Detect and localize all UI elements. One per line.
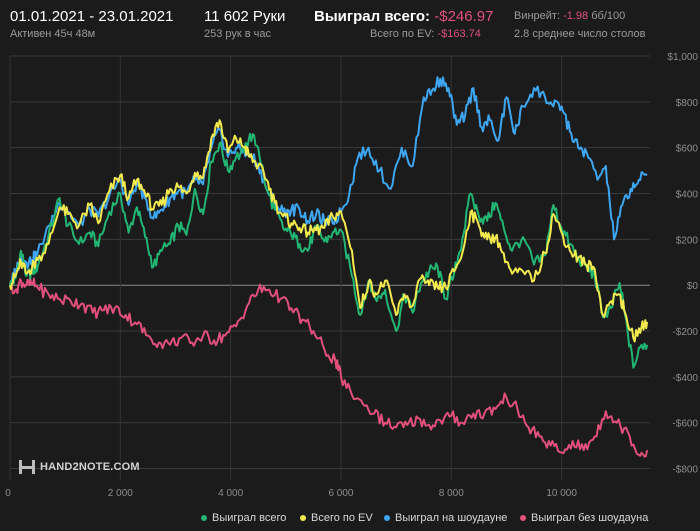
series-line-ev [9, 119, 649, 343]
winrate-value: -1.98 [563, 10, 589, 22]
legend-label: Всего по EV [311, 512, 373, 524]
y-tick-label: $0 [687, 281, 699, 292]
y-tick-label: -$800 [672, 465, 698, 476]
won-total-value: -$246.97 [434, 8, 494, 25]
x-tick-label: 0 [5, 488, 11, 499]
ev-total-label: Всего по EV: [370, 28, 435, 40]
y-tick-label: -$200 [672, 327, 698, 338]
winrate: Винрейт: -1.98 бб/100 [514, 10, 625, 22]
y-tick-label: $400 [676, 190, 699, 201]
legend-dot [520, 515, 526, 521]
x-tick-label: 6 000 [328, 488, 353, 499]
legend-item-ev[interactable]: Всего по EV [300, 512, 373, 524]
legend-item-showdown[interactable]: Выиграл на шоудауне [384, 512, 507, 524]
series-line-showdown [9, 76, 648, 286]
series-line-won [9, 132, 649, 369]
legend-dot [384, 515, 390, 521]
winrate-unit: бб/100 [591, 10, 626, 22]
y-tick-label: $200 [676, 235, 699, 246]
series-line-non-showdown [9, 276, 649, 458]
legend-item-non-showdown[interactable]: Выиграл без шоудауна [520, 512, 648, 524]
ev-total: Всего по EV: -$163.74 [370, 28, 481, 40]
y-tick-label: $600 [676, 144, 699, 155]
x-tick-label: 4 000 [218, 488, 243, 499]
avg-tables: 2.8 среднее число столов [514, 28, 646, 40]
x-tick-label: 8 000 [439, 488, 464, 499]
x-tick-label: 10 000 [546, 488, 577, 499]
legend-label: Выиграл всего [212, 512, 287, 524]
legend-label: Выиграл без шоудауна [531, 512, 649, 524]
hands-per-hour: 253 рук в час [204, 28, 272, 40]
legend-item-won[interactable]: Выиграл всего [201, 512, 286, 524]
hands-count: 11 602 Руки [204, 8, 286, 25]
won-total-label: Выиграл всего: [314, 8, 431, 25]
active-time: Активен 45ч 48м [10, 28, 96, 40]
y-tick-label: -$600 [672, 419, 698, 430]
y-tick-label: -$400 [672, 373, 698, 384]
y-tick-label: $800 [676, 98, 699, 109]
logo-text: HAND2NOTE.COM [40, 461, 140, 473]
won-total: Выиграл всего: -$246.97 [314, 8, 493, 25]
ev-total-value: -$163.74 [437, 28, 481, 40]
logo-icon [19, 460, 35, 474]
legend-dot [201, 515, 207, 521]
hand2note-logo: HAND2NOTE.COM [18, 458, 140, 476]
winrate-label: Винрейт: [514, 10, 561, 22]
x-tick-label: 2 000 [108, 488, 133, 499]
legend-dot [300, 515, 306, 521]
y-tick-label: $1,000 [667, 52, 698, 63]
date-range: 01.01.2021 - 23.01.2021 [10, 8, 174, 25]
legend-label: Выиграл на шоудауне [395, 512, 508, 524]
